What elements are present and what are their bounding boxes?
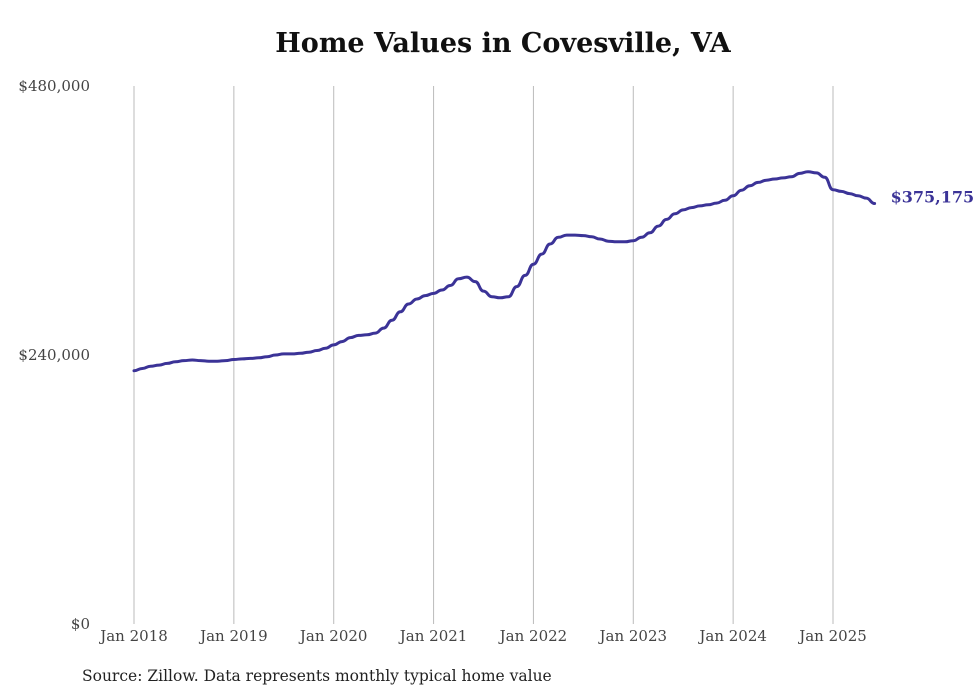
y-tick-label: $240,000 bbox=[18, 346, 90, 364]
x-tick-label: Jan 2024 bbox=[697, 627, 767, 645]
end-value-label: $375,175 bbox=[891, 187, 975, 206]
x-tick-label: Jan 2022 bbox=[498, 627, 568, 645]
x-tick-label: Jan 2021 bbox=[398, 627, 468, 645]
y-tick-label: $480,000 bbox=[18, 77, 90, 95]
y-tick-label: $0 bbox=[71, 615, 90, 633]
chart-title: Home Values in Covesville, VA bbox=[275, 28, 731, 59]
x-tick-label: Jan 2020 bbox=[298, 627, 368, 645]
x-tick-label: Jan 2025 bbox=[797, 627, 867, 645]
x-tick-label: Jan 2018 bbox=[98, 627, 168, 645]
x-tick-label: Jan 2019 bbox=[198, 627, 268, 645]
series-line bbox=[132, 170, 877, 373]
chart-source-note: Source: Zillow. Data represents monthly … bbox=[82, 667, 552, 685]
x-tick-label: Jan 2023 bbox=[598, 627, 668, 645]
